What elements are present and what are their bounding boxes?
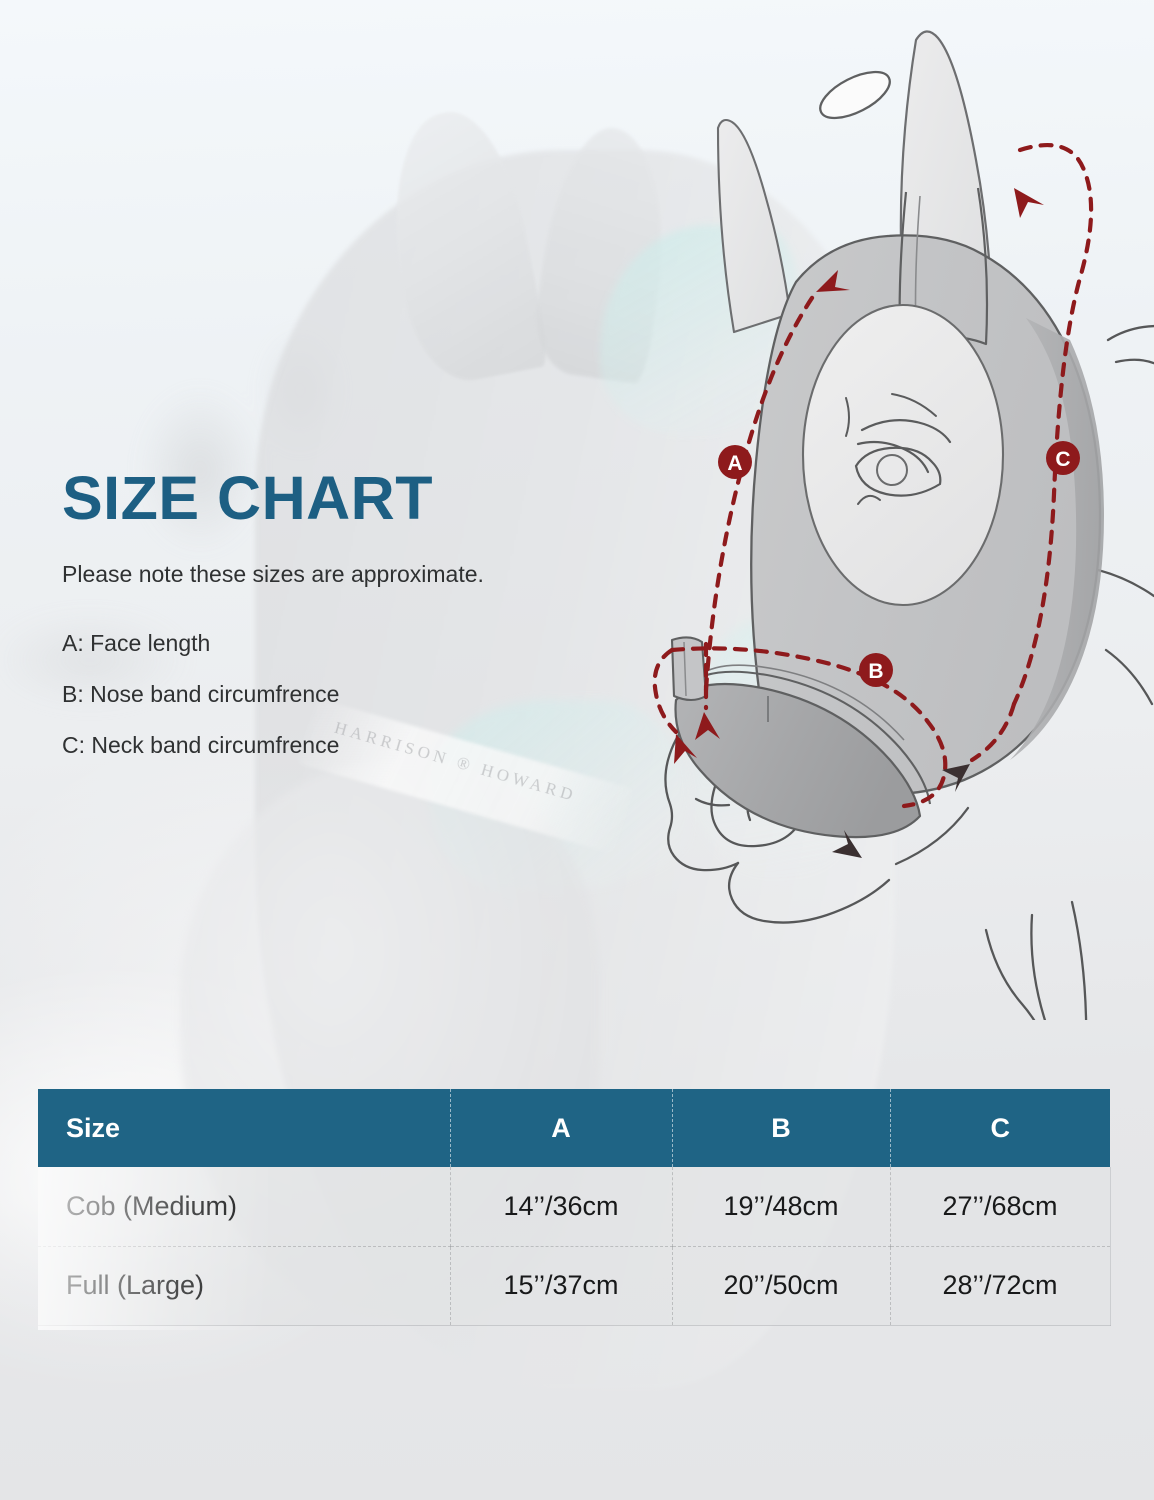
measure-a-marker: A	[718, 445, 752, 479]
mask-neck-shading	[1010, 318, 1104, 760]
measurement-legend: A: Face length B: Nose band circumfrence…	[62, 632, 662, 757]
horse-head-outline	[664, 324, 1154, 1020]
mask-nose-band	[674, 664, 932, 839]
table-header-row: Size A B C	[38, 1089, 1110, 1167]
svg-text:A: A	[727, 452, 742, 475]
measure-b-arrow-left	[674, 734, 697, 764]
legend-item-b: B: Nose band circumfrence	[62, 681, 340, 707]
column-header-b: B	[672, 1089, 891, 1167]
legend-item-c: C: Neck band circumfrence	[62, 732, 340, 758]
forelock-opening	[819, 70, 891, 120]
measure-c-path	[969, 142, 1094, 763]
measure-c-arrow-top	[1014, 188, 1044, 218]
table-row: Cob (Medium) 14’’/36cm 19’’/48cm 27’’/68…	[38, 1167, 1111, 1247]
text-block: SIZE CHART Please note these sizes are a…	[62, 468, 662, 785]
column-header-c: C	[890, 1089, 1110, 1167]
size-table-header: Size A B C	[38, 1089, 1110, 1167]
table-row: Full (Large) 15’’/37cm 20’’/50cm 28’’/72…	[38, 1246, 1111, 1326]
cell-full-a: 15’’/37cm	[450, 1246, 673, 1326]
horse-eye	[845, 393, 952, 505]
fly-mask-diagram: A B C	[600, 10, 1154, 1020]
size-table: Size A B C Cob (Medium) 14’’/36cm 19’’/4…	[38, 1089, 1111, 1326]
measure-b-path	[652, 641, 948, 809]
cell-cob-b: 19’’/48cm	[672, 1167, 891, 1247]
cell-cob-c: 27’’/68cm	[890, 1167, 1111, 1247]
measure-b-arrow-down	[695, 712, 720, 740]
page-subtitle: Please note these sizes are approximate.	[62, 561, 484, 587]
page-title: SIZE CHART	[62, 464, 433, 532]
svg-text:C: C	[1055, 448, 1070, 471]
measure-c-arrow-bottom	[942, 764, 970, 792]
measure-c-marker: C	[1046, 441, 1080, 475]
svg-text:B: B	[868, 660, 883, 683]
measure-a-arrow	[816, 270, 850, 292]
mask-eye-window	[801, 303, 1005, 607]
column-header-size: Size	[38, 1089, 451, 1167]
measure-b-marker: B	[859, 653, 893, 687]
column-header-a: A	[450, 1089, 673, 1167]
cell-cob-a: 14’’/36cm	[450, 1167, 673, 1247]
cell-full-b: 20’’/50cm	[672, 1246, 891, 1326]
cell-size-full: Full (Large)	[38, 1246, 451, 1326]
measure-b-arrow-end	[832, 830, 862, 858]
cell-size-cob: Cob (Medium)	[38, 1167, 451, 1247]
cell-full-c: 28’’/72cm	[890, 1246, 1111, 1326]
horse-ear-left	[716, 118, 792, 334]
legend-item-a: A: Face length	[62, 630, 211, 656]
size-table-body: Cob (Medium) 14’’/36cm 19’’/48cm 27’’/68…	[38, 1167, 1111, 1326]
